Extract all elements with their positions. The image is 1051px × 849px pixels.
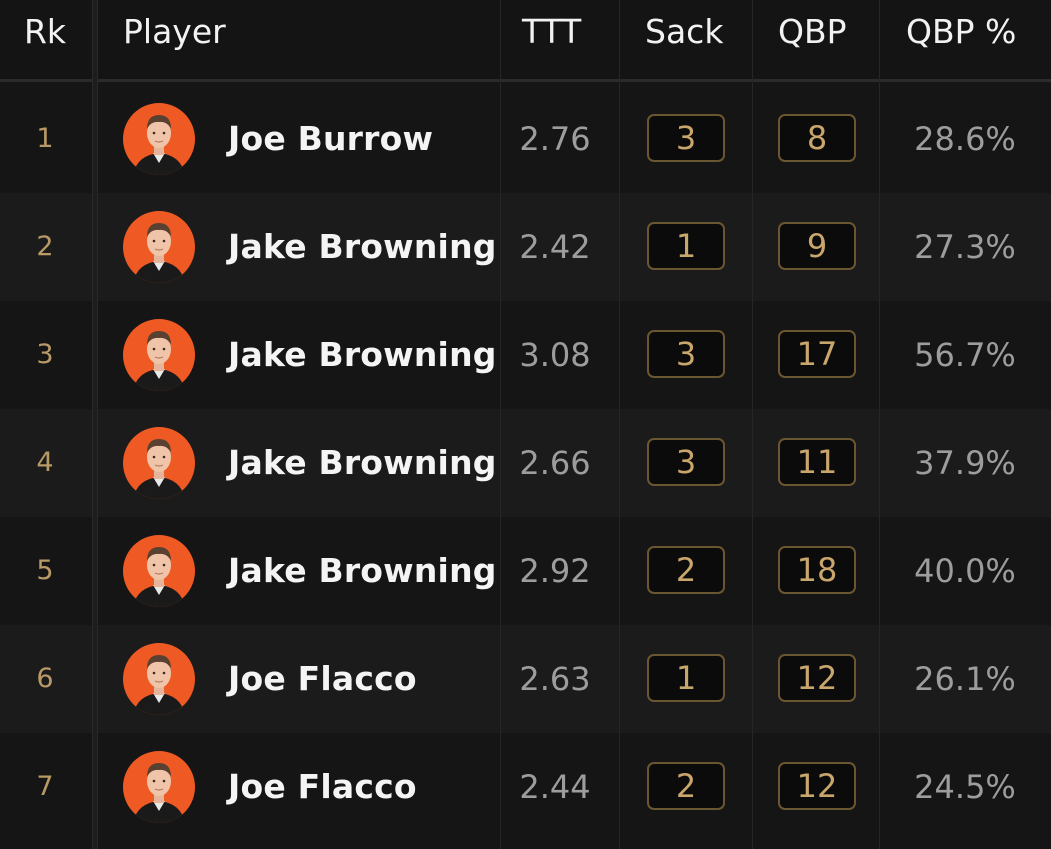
player-headshot-avatar [123, 103, 195, 175]
ttt-value: 2.44 [519, 768, 591, 806]
header-qbp-pct[interactable]: QBP % [906, 12, 1017, 51]
rank-cell: 3 [36, 339, 54, 370]
ttt-value: 2.92 [519, 552, 591, 590]
header-ttt[interactable]: TTT [522, 12, 582, 51]
player-name[interactable]: Jake Browning [228, 227, 497, 266]
sack-badge: 1 [647, 222, 725, 270]
qbp-pct-value: 24.5% [914, 768, 1016, 806]
ttt-value: 2.42 [519, 228, 591, 266]
sack-badge: 3 [647, 114, 725, 162]
table-row[interactable]: 3 Jake Browning 3.08 3 17 56.7% [0, 301, 1051, 409]
player-headshot-icon [133, 115, 185, 175]
qbp-pct-value: 37.9% [914, 444, 1016, 482]
qbp-badge: 12 [778, 762, 856, 810]
player-headshot-avatar [123, 319, 195, 391]
qbp-badge: 9 [778, 222, 856, 270]
player-headshot-avatar [123, 211, 195, 283]
qbp-pct-value: 56.7% [914, 336, 1016, 374]
qbp-pct-value: 27.3% [914, 228, 1016, 266]
rank-cell: 4 [36, 447, 54, 478]
qbp-badge: 11 [778, 438, 856, 486]
sack-badge: 3 [647, 438, 725, 486]
player-headshot-icon [133, 547, 185, 607]
column-divider-sack [619, 0, 620, 849]
player-headshot-icon [133, 439, 185, 499]
sack-badge: 1 [647, 654, 725, 702]
player-headshot-icon [133, 331, 185, 391]
rank-cell: 7 [36, 771, 54, 802]
table-row[interactable]: 2 Jake Browning 2.42 1 9 27.3% [0, 193, 1051, 301]
header-rk[interactable]: Rk [24, 12, 67, 51]
player-name[interactable]: Jake Browning [228, 551, 497, 590]
qbp-badge: 17 [778, 330, 856, 378]
qbp-badge: 12 [778, 654, 856, 702]
rank-cell: 2 [36, 231, 54, 262]
player-name[interactable]: Joe Flacco [228, 659, 417, 698]
sack-badge: 3 [647, 330, 725, 378]
rank-cell: 1 [36, 123, 54, 154]
ttt-value: 2.63 [519, 660, 591, 698]
qbp-badge: 8 [778, 114, 856, 162]
player-headshot-icon [133, 655, 185, 715]
header-player[interactable]: Player [123, 12, 226, 51]
table-row[interactable]: 6 Joe Flacco 2.63 1 12 26.1% [0, 625, 1051, 733]
table-row[interactable]: 7 Joe Flacco 2.44 2 12 24.5% [0, 733, 1051, 841]
sack-badge: 2 [647, 546, 725, 594]
column-divider-ttt [500, 0, 501, 849]
qbp-badge: 18 [778, 546, 856, 594]
ttt-value: 2.66 [519, 444, 591, 482]
ttt-value: 2.76 [519, 120, 591, 158]
qbp-pct-value: 40.0% [914, 552, 1016, 590]
player-headshot-avatar [123, 643, 195, 715]
rank-cell: 6 [36, 663, 54, 694]
column-divider-qbp-pct [879, 0, 880, 849]
qbp-pct-value: 26.1% [914, 660, 1016, 698]
header-qbp[interactable]: QBP [778, 12, 847, 51]
table-header: Rk Player TTT Sack QBP QBP % [0, 0, 1051, 82]
ttt-value: 3.08 [519, 336, 591, 374]
table-row[interactable]: 1 Joe Burrow 2.76 3 8 28.6% [0, 85, 1051, 193]
player-headshot-avatar [123, 535, 195, 607]
table-row[interactable]: 4 Jake Browning 2.66 3 11 37.9% [0, 409, 1051, 517]
qbp-pct-value: 28.6% [914, 120, 1016, 158]
player-name[interactable]: Jake Browning [228, 335, 497, 374]
column-divider-qbp [752, 0, 753, 849]
player-name[interactable]: Joe Burrow [228, 119, 434, 158]
player-headshot-icon [133, 763, 185, 823]
sack-badge: 2 [647, 762, 725, 810]
table-row[interactable]: 5 Jake Browning 2.92 2 18 40.0% [0, 517, 1051, 625]
rank-cell: 5 [36, 555, 54, 586]
column-divider-rank [92, 0, 98, 849]
player-headshot-avatar [123, 751, 195, 823]
player-name[interactable]: Joe Flacco [228, 767, 417, 806]
player-headshot-icon [133, 223, 185, 283]
player-headshot-avatar [123, 427, 195, 499]
header-sack[interactable]: Sack [645, 12, 724, 51]
player-name[interactable]: Jake Browning [228, 443, 497, 482]
